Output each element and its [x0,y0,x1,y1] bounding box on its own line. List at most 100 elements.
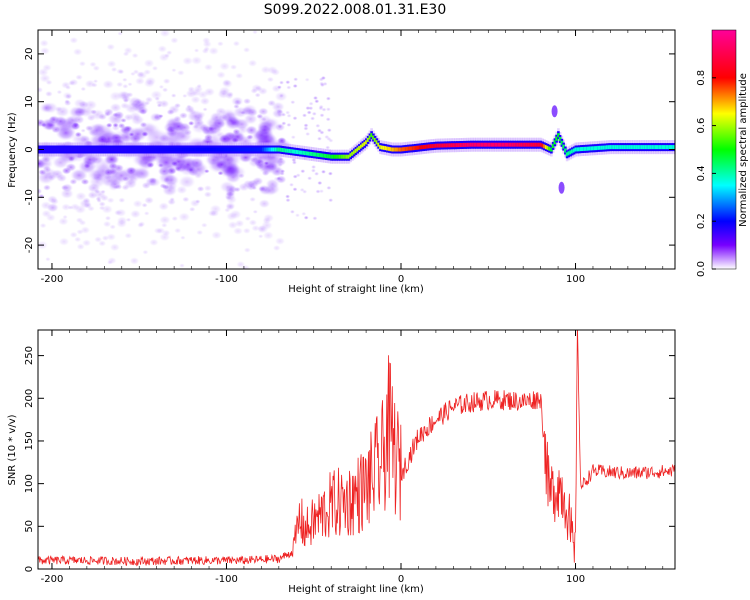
ridge-core-cell [185,147,188,152]
spectral-blob [139,121,148,128]
spectral-blob [268,271,277,278]
spectral-blob [122,276,128,280]
spectral-blob [70,203,80,211]
spectral-blob [304,77,310,82]
ridge-core-cell [304,151,307,156]
spectral-blob [258,186,266,192]
ridge-core-cell [441,143,445,148]
ridge-core-cell [546,145,550,150]
ridge-core-cell [639,145,642,150]
ridge-core-cell [419,145,422,150]
spectral-blob [129,257,140,265]
spectral-blob [121,184,130,191]
ridge-core-cell [365,140,368,145]
ridge-core-cell [206,147,209,152]
ridge-core-cell [54,147,58,152]
spectral-blob [143,58,155,68]
ridge-core-cell [450,143,454,148]
spectral-blob [292,116,298,121]
ridge-core-cell [440,143,443,148]
ridge-core-cell [366,137,370,142]
spectral-blob [102,220,112,228]
spectral-blob [39,39,49,47]
ridge-core-cell [377,142,380,147]
spectral-blob [132,166,151,180]
spectrogram-plot-area [38,30,675,290]
ridge-core-cell [515,142,518,147]
ridge-core-cell [103,147,106,152]
spectrogram-x-ticks: -200 -100 0 100 [41,30,664,285]
ridge-core-cell [384,146,387,151]
snr-x-tick-label: -100 [215,574,238,585]
spectral-blob [252,30,258,35]
spectral-blob [106,60,117,68]
ridge-core-cell [237,147,241,152]
ridge-core-cell [340,154,344,159]
ridge-core-cell [609,145,612,150]
spectral-blob [80,178,90,186]
ridge-core-cell [616,145,619,150]
colorbar-gradient [711,29,737,270]
spectral-blob [143,79,155,88]
ridge-core-cell [447,143,450,148]
ridge-core-cell [258,147,262,152]
spectral-blob [39,47,51,55]
spectral-blob [286,122,292,127]
spectral-blob [263,213,275,223]
spectral-blob [120,102,130,110]
ridge-core-cell [229,147,232,152]
ridge-core-cell [429,144,433,149]
ridge-core-cell [291,149,295,154]
spectral-blob [53,115,68,127]
ridge-core-cell [564,148,567,153]
ridge-core-cell [407,146,410,151]
ridge-core-cell [87,147,91,152]
ridge-core-cell [668,145,672,150]
spectral-blob [47,174,57,182]
spectral-blob [241,104,258,117]
spectral-blob [122,83,129,89]
spectral-blob [310,168,316,173]
spectral-blob [109,91,123,102]
ridge-core-cell [597,145,600,150]
spectral-blob [241,283,250,290]
snr-y-axis-label: SNR (10 * v/v) [7,414,18,485]
spectral-blob [81,239,92,247]
spectral-blob [111,128,133,146]
spectral-blob [127,82,133,87]
ridge-core-cell [354,148,358,153]
snr-plot-area [38,330,675,567]
ridge-core-cell [605,145,609,150]
ridge-core-cell [338,154,342,159]
spectral-blob [136,71,145,78]
ridge-core-cell [611,145,614,150]
ridge-core-cell [487,142,490,147]
spectral-blob [166,109,175,116]
spectral-blob [54,106,63,112]
ridge-core-cell [663,145,667,150]
spectral-blob [242,227,251,234]
spectral-blob [202,107,208,112]
ridge-core-cell [187,147,190,152]
ridge-core-cell [536,142,539,147]
spectral-blob [314,171,320,176]
spectral-blob [193,85,204,93]
ridge-core-cell [394,147,398,152]
spectrogram-x-tick-label: 0 [398,274,404,285]
spectral-blob [126,92,134,98]
spectral-blob [201,222,208,228]
spectral-blob [95,196,102,202]
spectral-blob [80,128,86,133]
ridge-core-cell [150,147,153,152]
ridge-core-cell [71,147,75,152]
spectral-blob [232,40,241,47]
ridge-core-cell [223,147,227,152]
ridge-core-cell [370,133,373,138]
spectral-blob [109,243,120,252]
snr-x-ticks: -200 -100 0 100 [41,330,664,585]
ridge-core-cell [311,152,314,156]
ridge-core-cell [192,147,195,152]
spectral-blob [171,120,186,133]
spectral-blob [319,113,325,118]
ridge-core-cell [251,147,255,152]
